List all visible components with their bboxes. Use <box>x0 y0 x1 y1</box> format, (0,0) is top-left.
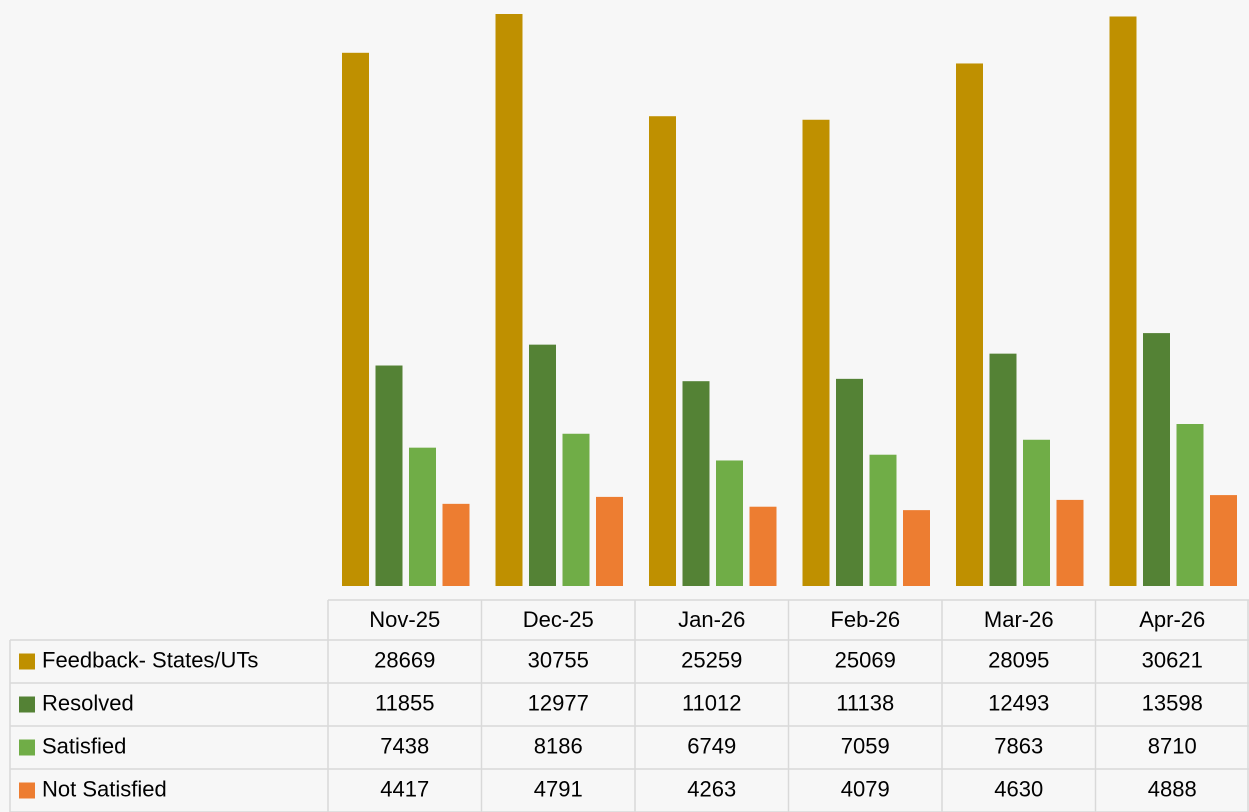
legend-swatch <box>19 653 35 670</box>
table-value: 12977 <box>528 690 589 715</box>
table-value: 11012 <box>682 690 742 715</box>
bar <box>1056 499 1084 586</box>
table-value: 4079 <box>841 776 890 801</box>
table-value: 28095 <box>988 647 1049 672</box>
legend-label: Satisfied <box>42 733 126 758</box>
x-tick-label: Jan-26 <box>678 607 745 632</box>
x-tick-label: Apr-26 <box>1139 607 1205 632</box>
x-tick-label: Dec-25 <box>523 607 594 632</box>
table-value: 4630 <box>994 776 1043 801</box>
bar <box>956 63 983 586</box>
bar <box>1023 439 1050 586</box>
bar <box>1210 495 1237 586</box>
bar <box>495 14 523 586</box>
bar <box>649 116 676 586</box>
table-value: 6749 <box>687 733 736 758</box>
table-value: 30755 <box>528 647 589 672</box>
bar <box>442 503 470 586</box>
x-tick-label: Feb-26 <box>830 607 900 632</box>
table-value: 7863 <box>994 733 1043 758</box>
legend-label: Resolved <box>42 690 134 715</box>
table-value: 7059 <box>841 733 890 758</box>
table-value: 12493 <box>988 690 1049 715</box>
table-value: 4417 <box>380 776 429 801</box>
table-value: 25259 <box>681 647 742 672</box>
bar <box>989 353 1017 586</box>
bar <box>682 381 710 586</box>
bar <box>1109 16 1137 587</box>
table-value: 11855 <box>375 690 435 715</box>
bar <box>1176 424 1204 586</box>
x-tick-label: Nov-25 <box>369 607 440 632</box>
bar <box>529 344 556 586</box>
table-value: 11138 <box>836 690 894 715</box>
legend-swatch <box>19 782 35 799</box>
bar <box>596 496 623 586</box>
bar <box>749 506 777 586</box>
bar <box>903 510 930 586</box>
table-value: 8710 <box>1148 733 1197 758</box>
legend-swatch <box>19 696 35 713</box>
bar <box>716 460 743 586</box>
legend-swatch <box>19 739 35 756</box>
table-value: 30621 <box>1142 647 1203 672</box>
table-value: 7438 <box>380 733 429 758</box>
table-value: 25069 <box>835 647 896 672</box>
bar <box>802 119 830 586</box>
bar <box>562 433 590 586</box>
table-value: 28669 <box>374 647 435 672</box>
table-value: 4263 <box>687 776 736 801</box>
bar <box>409 447 436 586</box>
bar <box>342 52 369 586</box>
bar <box>375 365 403 586</box>
table-value: 13598 <box>1142 690 1203 715</box>
bar <box>869 454 897 586</box>
table-value: 8186 <box>534 733 583 758</box>
bar <box>1143 333 1170 586</box>
x-tick-label: Mar-26 <box>984 607 1054 632</box>
table-value: 4791 <box>534 776 583 801</box>
legend-label: Feedback- States/UTs <box>42 647 258 672</box>
legend-label: Not Satisfied <box>42 776 167 801</box>
table-value: 4888 <box>1148 776 1197 801</box>
bar <box>836 378 863 586</box>
